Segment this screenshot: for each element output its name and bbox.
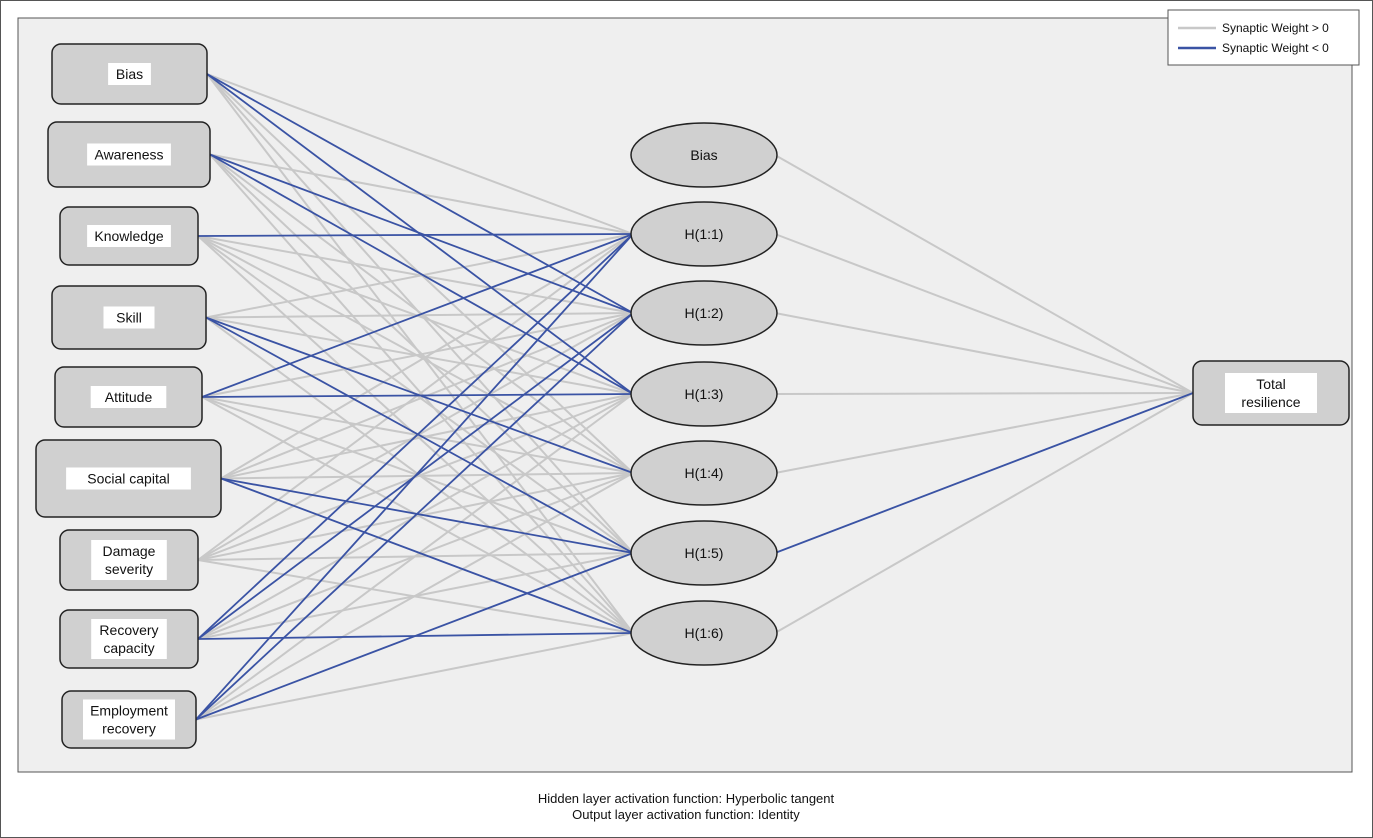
hidden-node-ellipse bbox=[630, 280, 778, 346]
out-total-resilience-label-bg bbox=[1225, 373, 1317, 413]
edge-in-employment-recovery-to-h3 bbox=[195, 393, 634, 721]
edge-in-employment-recovery-to-h2 bbox=[195, 312, 634, 721]
in-damage-severity-label-bg bbox=[91, 540, 167, 580]
hidden-node-label: H(1:5) bbox=[685, 545, 724, 561]
hidden-node-h3: H(1:3) bbox=[630, 361, 778, 427]
in-bias-label-bg bbox=[108, 63, 151, 85]
edge-in-awareness-to-h3 bbox=[209, 153, 634, 395]
in-knowledge-label: Knowledge bbox=[94, 228, 163, 244]
legend-box bbox=[1167, 9, 1360, 66]
hidden-node-h6: H(1:6) bbox=[630, 600, 778, 666]
input-node-in-bias: Bias bbox=[51, 43, 208, 105]
legend-positive-label: Synaptic Weight > 0 bbox=[1222, 21, 1329, 35]
hidden-node-label: H(1:2) bbox=[685, 305, 724, 321]
edge-in-skill-to-h3 bbox=[205, 316, 634, 395]
hidden-node-hid-bias: Bias bbox=[630, 122, 778, 188]
in-knowledge-label-bg bbox=[87, 225, 171, 247]
footer-hidden-activation: Hidden layer activation function: Hyperb… bbox=[538, 791, 835, 806]
hidden-node-h5: H(1:5) bbox=[630, 520, 778, 586]
hidden-node-h2: H(1:2) bbox=[630, 280, 778, 346]
edge-in-employment-recovery-to-h4 bbox=[195, 472, 634, 721]
in-recovery-capacity-label-bg bbox=[91, 619, 167, 659]
in-attitude-label: Attitude bbox=[105, 389, 153, 405]
hidden-node-ellipse bbox=[630, 122, 778, 188]
edge-h1-to-output bbox=[774, 233, 1194, 394]
edge-h5-to-output bbox=[774, 392, 1194, 554]
input-node-in-skill: Skill bbox=[51, 285, 207, 350]
input-node-in-social-capital: Social capital bbox=[35, 439, 222, 518]
edge-in-attitude-to-h1 bbox=[201, 233, 634, 398]
edge-h2-to-output bbox=[774, 312, 1194, 394]
in-attitude-label-bg bbox=[90, 386, 167, 408]
legend: Synaptic Weight > 0 Synaptic Weight < 0 bbox=[1167, 9, 1360, 66]
in-awareness-label-bg bbox=[87, 143, 171, 166]
input-node-in-recovery-capacity: Recovery capacity bbox=[59, 609, 199, 669]
output-node-out-total-resilience: Total resilience bbox=[1192, 360, 1350, 426]
edge-in-skill-to-h5 bbox=[205, 316, 634, 554]
in-damage-severity-label: severity bbox=[105, 561, 153, 577]
in-employment-recovery-label: Employment bbox=[90, 703, 168, 719]
hidden-node-ellipse bbox=[630, 201, 778, 267]
hidden-node-h4: H(1:4) bbox=[630, 440, 778, 506]
in-recovery-capacity-label: capacity bbox=[103, 640, 154, 656]
edge-in-social-capital-to-h3 bbox=[220, 393, 634, 480]
hidden-node-ellipse bbox=[630, 361, 778, 427]
edge-in-employment-recovery-to-h5 bbox=[195, 552, 634, 721]
edge-in-employment-recovery-to-h6 bbox=[195, 632, 634, 721]
edge-hid-bias-to-output bbox=[774, 154, 1194, 394]
hidden-node-ellipse bbox=[630, 520, 778, 586]
in-damage-severity-label: Damage bbox=[103, 543, 156, 559]
hidden-node-h1: H(1:1) bbox=[630, 201, 778, 267]
edge-h6-to-output bbox=[774, 392, 1194, 634]
edge-in-attitude-to-h2 bbox=[201, 312, 634, 398]
input-node-in-employment-recovery: Employment recovery bbox=[61, 690, 197, 749]
edge-in-knowledge-to-h2 bbox=[197, 235, 634, 314]
edge-h4-to-output bbox=[774, 392, 1194, 474]
hidden-node-label: H(1:1) bbox=[685, 226, 724, 242]
edge-in-awareness-to-h2 bbox=[209, 153, 634, 314]
hidden-node-ellipse bbox=[630, 600, 778, 666]
footer-output-activation: Output layer activation function: Identi… bbox=[572, 807, 800, 822]
edge-in-employment-recovery-to-h1 bbox=[195, 233, 634, 721]
edge-in-bias-to-h2 bbox=[206, 73, 634, 314]
hidden-node-label: H(1:4) bbox=[685, 465, 724, 481]
edge-in-recovery-capacity-to-h1 bbox=[197, 233, 634, 640]
in-skill-label: Skill bbox=[116, 310, 142, 326]
edge-in-skill-to-h1 bbox=[205, 233, 634, 319]
hidden-node-label: Bias bbox=[690, 147, 717, 163]
hidden-node-ellipse bbox=[630, 440, 778, 506]
edge-in-damage-severity-to-h1 bbox=[197, 233, 634, 561]
in-awareness-label: Awareness bbox=[94, 147, 163, 163]
in-social-capital-label: Social capital bbox=[87, 471, 170, 487]
out-total-resilience-label: resilience bbox=[1241, 394, 1300, 410]
input-node-in-knowledge: Knowledge bbox=[59, 206, 199, 266]
input-node-in-awareness: Awareness bbox=[47, 121, 211, 188]
negative-connections bbox=[195, 73, 1194, 721]
edge-h3-to-output bbox=[774, 392, 1194, 395]
in-recovery-capacity-label: Recovery bbox=[99, 622, 158, 638]
in-skill-label-bg bbox=[103, 306, 155, 329]
legend-negative-label: Synaptic Weight < 0 bbox=[1222, 41, 1329, 55]
edge-in-knowledge-to-h1 bbox=[197, 233, 634, 237]
input-node-in-attitude: Attitude bbox=[54, 366, 203, 428]
in-employment-recovery-label-bg bbox=[83, 699, 175, 740]
edge-in-social-capital-to-h4 bbox=[220, 472, 634, 480]
edge-in-social-capital-to-h6 bbox=[220, 477, 634, 634]
hidden-node-label: H(1:3) bbox=[685, 386, 724, 402]
edge-in-attitude-to-h3 bbox=[201, 393, 634, 398]
input-node-in-damage-severity: Damage severity bbox=[59, 529, 199, 591]
in-employment-recovery-label: recovery bbox=[102, 721, 156, 737]
edge-in-social-capital-to-h5 bbox=[220, 477, 634, 554]
edge-in-bias-to-h1 bbox=[206, 73, 634, 235]
network-nodes: Bias Awareness Knowledge Skill Attitude Socia… bbox=[35, 43, 1350, 749]
out-total-resilience-label: Total bbox=[1256, 376, 1286, 392]
in-bias-label: Bias bbox=[116, 66, 143, 82]
in-social-capital-label-bg bbox=[66, 467, 191, 490]
hidden-node-label: H(1:6) bbox=[685, 625, 724, 641]
